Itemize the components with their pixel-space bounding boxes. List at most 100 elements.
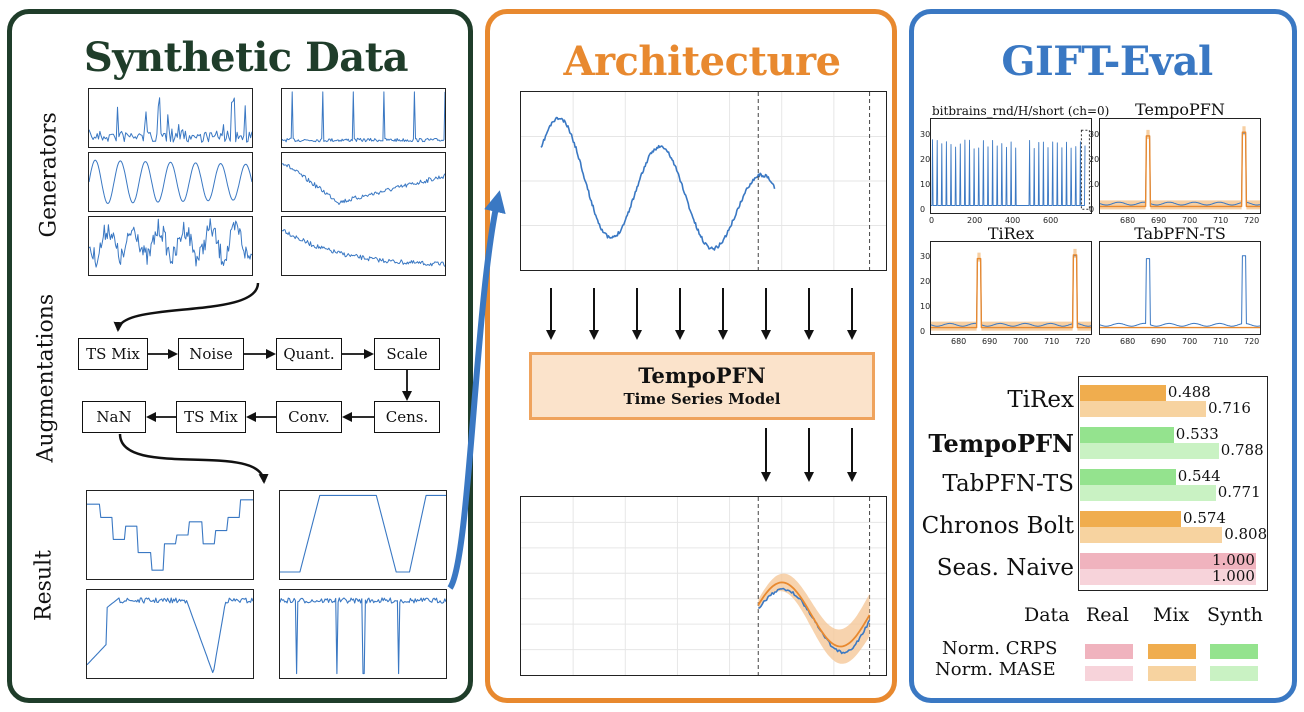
legend-col-real: Real [1086,604,1129,626]
tempopfn-zoom-band [1100,126,1260,210]
tirex-zoom [931,248,1091,331]
gift-eval-title: GIFT-Eval [1001,38,1213,85]
bar-category-label: TiRex [1007,387,1074,413]
g2-line [282,91,445,143]
legend-swatch-real-crps [1085,644,1133,659]
bar-category-label: Chronos Bolt [921,513,1074,539]
augmentations-label: Augmentations [33,293,59,463]
tick-y: 10 [920,302,931,311]
bar-category-label: TabPFN-TS [942,471,1074,497]
tick-x-full: 0 [929,216,935,225]
aug-nan: NaN [82,401,146,433]
r1-line [87,499,253,571]
tick-x-zoom: 690 [982,337,998,346]
legend-header: Data [1024,604,1070,626]
g2-svg [282,91,445,143]
bar-crps [1080,469,1176,485]
r3-line [87,597,253,674]
tick-x-zoom: 710 [1213,216,1229,225]
tick-y: 20 [920,155,931,164]
g6-svg [282,229,445,267]
r2-svg [280,494,446,573]
r3-svg [87,597,253,674]
legend-swatch-synth-mase [1210,666,1258,681]
tick-x-full: 200 [967,216,983,225]
bar-value-label: 0.544 [1177,467,1221,485]
g5-line [89,218,252,268]
tick-x-zoom: 680 [951,337,967,346]
generator-plot-periodic-spikes [281,88,446,148]
tick-x-zoom: 720 [1244,337,1260,346]
generator-plot-spikes [88,88,253,148]
g1-line [89,97,252,143]
generator-plot-noisy-wave [88,216,253,276]
tick-x-full: 400 [1005,216,1021,225]
bar-mase [1080,527,1223,543]
bitbrains-svg [931,129,1090,210]
g3-svg [89,159,252,204]
g6-line [282,229,445,267]
forecast-plot-svg [521,497,886,675]
result-plot-nan-gaps [279,589,447,679]
bar-category-label: TempoPFN [928,429,1074,458]
bar-mase [1080,485,1216,501]
tirex-forecast-plot [930,241,1092,335]
tick-x-zoom: 680 [1120,337,1136,346]
result-plot-quantized [86,490,254,580]
tick-x-full: 600 [1043,216,1059,225]
tirex-zoom-band [931,248,1091,331]
tick-y: 0 [920,205,926,214]
tempopfn-zoom-forecast [1100,131,1260,208]
tick-x-zoom: 690 [1151,337,1167,346]
tick-y: 0 [920,327,926,336]
generator-plot-trend-walk [281,152,446,212]
input-series-line [540,116,776,251]
tick-y: 30 [1089,130,1100,139]
model-name: TempoPFN [638,363,766,388]
g3-line [89,159,252,204]
bar-crps [1080,553,1256,569]
generators-label: Generators [36,112,62,238]
tick-x-zoom: 720 [1244,216,1260,225]
tick-y: 10 [920,180,931,189]
bar-value-label: 0.533 [1175,425,1219,443]
forecast-median-line [757,581,871,648]
tick-y: 10 [1089,180,1100,189]
tick-x-zoom: 720 [1075,337,1091,346]
result-plot-convolved [86,589,254,679]
bar-value-label: 0.788 [1220,441,1264,459]
tirex-zoom-forecast [931,254,1091,329]
tabpfn-zoom [1100,255,1260,329]
aug-scale: Scale [374,338,440,370]
tick-y: 20 [1089,155,1100,164]
r4-svg [280,597,446,675]
r2-line [280,494,446,573]
g4-line [282,163,445,205]
legend-swatch-real-mase [1085,666,1133,681]
tabpfn-zoom-observed [1100,255,1260,327]
bar-value-label: 0.771 [1217,483,1261,501]
tick-y: 30 [920,252,931,261]
tempopfn-zoom-observed [1100,132,1260,206]
bar-value-label: 0.574 [1183,509,1226,527]
bar-mase [1080,569,1256,585]
input-series-plot [520,91,887,271]
tirex-zoom-observed [931,255,1091,327]
legend-swatch-synth-crps [1210,644,1258,659]
r4-line [280,597,446,675]
plot-title-tempopfn: TempoPFN [1135,100,1225,119]
legend-col-synth: Synth [1207,604,1263,626]
bar-crps [1080,427,1174,443]
bar-value-label: 0.488 [1167,383,1211,401]
aug-ts-mix-2: TS Mix [176,401,246,433]
bar-crps [1080,511,1182,527]
bar-value-label: 1.000 [1212,551,1255,569]
tick-x-zoom: 710 [1213,337,1229,346]
aug-ts-mix-1: TS Mix [78,338,148,370]
tempopfn-forecast-plot [1099,118,1261,214]
legend-swatch-mix-mase [1148,666,1196,681]
result-label: Result [31,550,57,621]
legend-col-mix: Mix [1153,604,1190,626]
tempopfn-model-block: TempoPFN Time Series Model [529,352,875,420]
r1-svg [87,499,253,571]
